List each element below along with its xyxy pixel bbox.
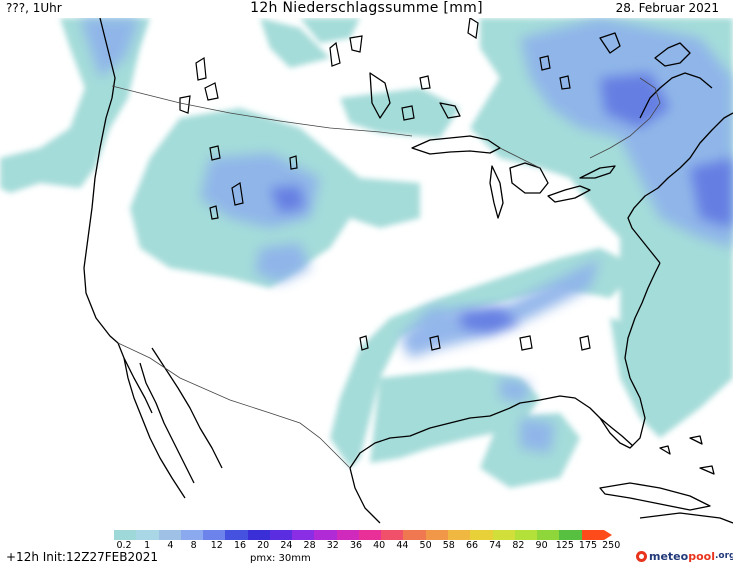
- color-scale-swatch: [203, 530, 226, 540]
- map-title: 12h Niederschlagssumme [mm]: [250, 0, 483, 16]
- precipitation-map: [0, 18, 733, 530]
- color-scale-tick-label: 24: [280, 540, 293, 551]
- color-scale-tick-label: 12: [210, 540, 223, 551]
- color-scale-tick-label: 90: [535, 540, 548, 551]
- color-scale-swatch: [514, 530, 538, 540]
- color-scale-tick-label: 16: [233, 540, 247, 551]
- color-scale-swatch: [559, 530, 582, 540]
- color-scale-swatch: [114, 530, 137, 540]
- color-scale-swatch: [180, 530, 204, 540]
- color-scale-tick-label: 250: [602, 540, 621, 551]
- color-scale-tick-label: 66: [465, 540, 479, 551]
- color-scale-swatch: [225, 530, 248, 540]
- color-scale-tick-label: 82: [512, 540, 525, 551]
- valid-date: 28. Februar 2021: [615, 1, 719, 15]
- color-scale-bar: [114, 530, 604, 540]
- color-scale-tick-label: 8: [190, 540, 197, 551]
- init-time-label: +12h Init:12Z27FEB2021: [6, 550, 158, 564]
- color-scale-tick-label: 175: [578, 540, 598, 551]
- color-scale-tick-label: 32: [326, 540, 339, 551]
- color-scale-swatch: [492, 530, 515, 540]
- color-scale-tick-label: 74: [489, 540, 502, 551]
- color-scale-swatch: [247, 530, 270, 540]
- meteopool-logo[interactable]: meteo pool .org: [636, 548, 733, 564]
- color-scale-tick-label: 40: [373, 540, 386, 551]
- color-scale-swatch: [136, 530, 159, 540]
- color-scale-swatch: [336, 530, 359, 540]
- color-scale-tick-label: 1: [144, 540, 151, 551]
- country-borders: [111, 77, 661, 469]
- color-scale-swatch: [425, 530, 448, 540]
- color-scale-arrow: [604, 530, 612, 540]
- color-scale-swatch: [581, 530, 604, 540]
- color-scale-swatch: [537, 530, 560, 540]
- color-scale-tick-label: 50: [419, 540, 432, 551]
- pmx-label: pmx: 30mm: [250, 553, 311, 564]
- color-scale-tick-label: 58: [442, 540, 455, 551]
- inland-water: [179, 18, 591, 351]
- logo-icon: [636, 550, 647, 562]
- logo-text-meteo: meteo: [649, 549, 689, 563]
- color-scale-tick-label: 0.2: [116, 540, 132, 551]
- logo-text-pool: pool: [688, 549, 715, 563]
- color-scale-swatch: [292, 530, 315, 540]
- color-scale-swatch: [403, 530, 426, 540]
- color-scale-tick-label: 20: [257, 540, 270, 551]
- color-scale-tick-label: 36: [349, 540, 363, 551]
- color-scale-tick-label: 4: [167, 540, 174, 551]
- color-scale-swatch: [269, 530, 293, 540]
- color-scale-swatch: [358, 530, 382, 540]
- color-scale-tick-label: 28: [303, 540, 316, 551]
- forecast-run-label: ???, 1Uhr: [6, 1, 62, 15]
- color-scale-swatch: [381, 530, 404, 540]
- color-scale-tick-label: 44: [396, 540, 409, 551]
- color-scale-swatch: [158, 530, 181, 540]
- logo-text-org: .org: [714, 551, 733, 561]
- color-scale-swatch: [470, 530, 493, 540]
- color-scale-tick-label: 125: [555, 540, 574, 551]
- color-scale-swatch: [447, 530, 471, 540]
- color-scale-swatch: [314, 530, 337, 540]
- color-scale-ticks: 0.2 1 4 8 12 16 20 24 28 32 36 40 44 50 58 66 74 82 90 125 1…: [114, 540, 634, 552]
